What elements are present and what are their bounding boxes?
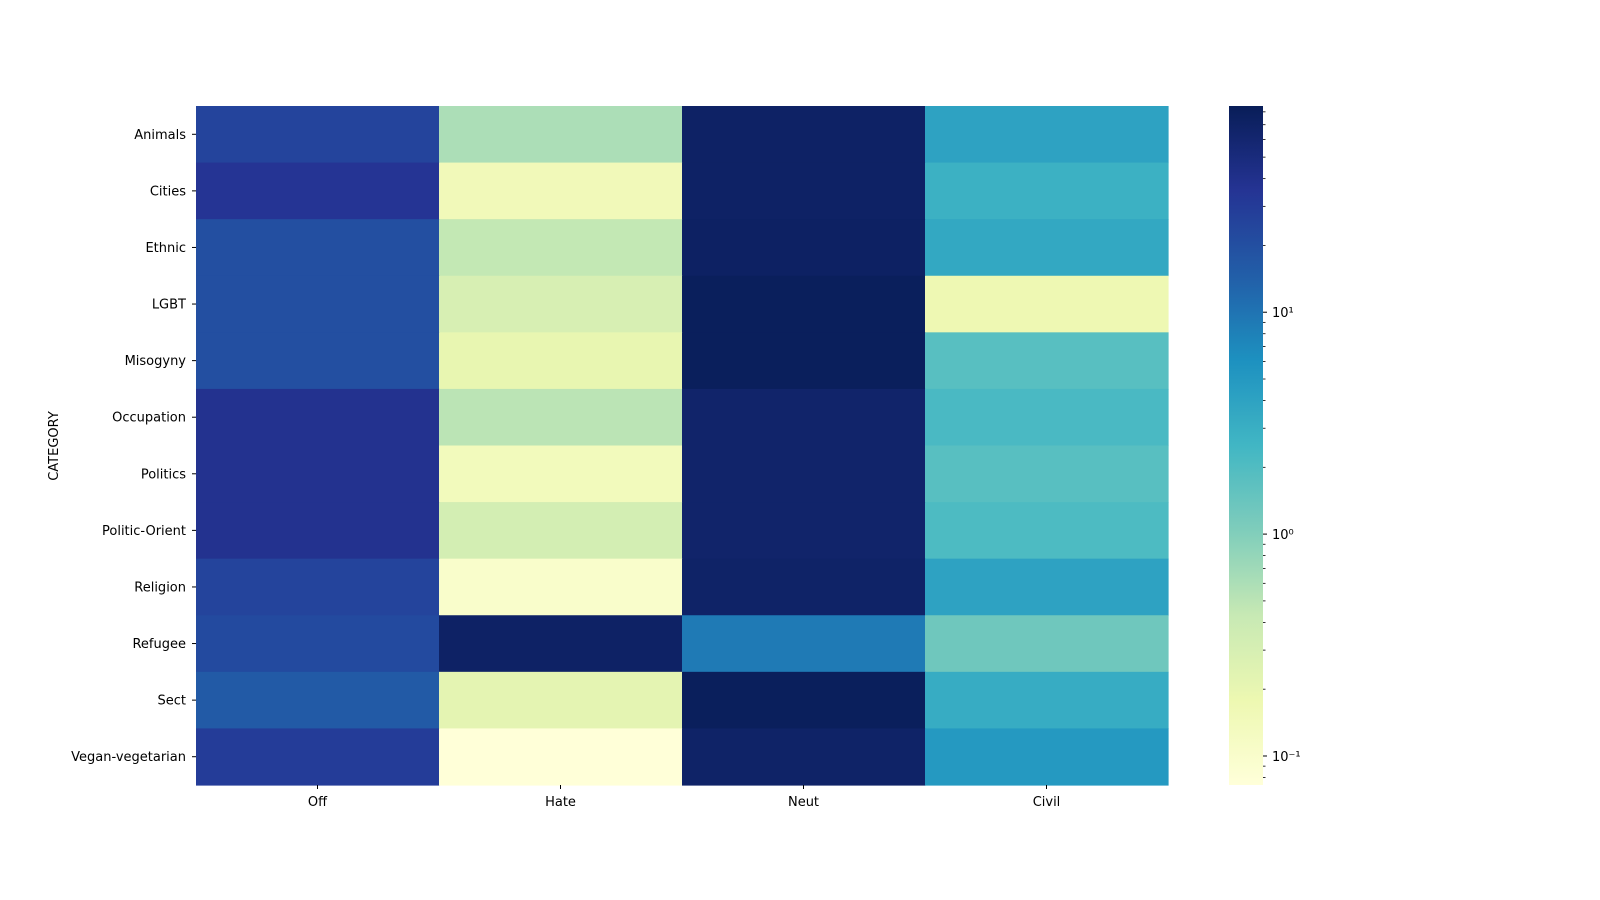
heatmap-cell-vegan-vegetarian-off [196,728,440,786]
heatmap-cell-religion-hate [439,558,683,616]
heatmap-cell-lgbt-off [196,275,440,333]
x-tick-label: Civil [1033,795,1061,810]
heatmap-cell-politic-orient-civil [925,502,1169,560]
heatmap-cell-politics-civil [925,445,1169,503]
heatmap-cell-vegan-vegetarian-hate [439,728,683,786]
heatmap-cell-politics-neut [682,445,926,503]
heatmap-cell-sect-hate [439,671,683,730]
y-axis-label: CATEGORY [47,411,62,481]
heatmap-cell-ethnic-civil [925,219,1169,277]
heatmap-cell-cities-off [196,162,440,220]
heatmap-cell-animals-hate [439,106,683,164]
heatmap-cell-cities-civil [925,162,1169,220]
x-tick-label: Off [308,795,328,810]
heatmap-cell-religion-civil [925,558,1169,616]
heatmap-cell-politics-hate [439,445,683,503]
heatmap-cell-vegan-vegetarian-neut [682,728,926,786]
heatmap-cell-lgbt-civil [925,275,1169,333]
y-tick-label: Politics [141,467,186,482]
heatmap-cell-animals-civil [925,106,1169,164]
heatmap-cell-misogyny-hate [439,332,683,390]
heatmap-cell-lgbt-hate [439,275,683,333]
x-axis-ticks: Off Hate Neut Civil [308,785,1060,810]
x-tick-label: Neut [788,795,819,810]
heatmap-cell-occupation-civil [925,388,1169,447]
heatmap-cell-ethnic-neut [682,219,926,277]
colorbar [1229,106,1263,785]
heatmap-cell-vegan-vegetarian-civil [925,728,1169,786]
heatmap-cell-politic-orient-off [196,502,440,560]
heatmap-cell-misogyny-neut [682,332,926,390]
heatmap-cell-sect-off [196,671,440,730]
heatmap-cells [196,106,1169,786]
heatmap-cell-politics-off [196,445,440,503]
heatmap-cell-sect-neut [682,671,926,730]
heatmap-cell-politic-orient-neut [682,502,926,560]
colorbar-tick-label: 10⁰ [1272,528,1294,543]
heatmap-cell-cities-neut [682,162,926,220]
y-tick-label: Politic-Orient [102,524,186,539]
heatmap-cell-refugee-neut [682,615,926,673]
y-tick-label: Refugee [132,637,186,652]
heatmap-cell-cities-hate [439,162,683,220]
x-tick-label: Hate [545,795,576,810]
heatmap-cell-refugee-hate [439,615,683,673]
heatmap-cell-misogyny-off [196,332,440,390]
heatmap-cell-ethnic-off [196,219,440,277]
y-tick-label: Occupation [112,411,186,426]
heatmap-cell-ethnic-hate [439,219,683,277]
heatmap-cell-animals-off [196,106,440,164]
y-tick-label: Misogyny [125,354,187,369]
heatmap-cell-misogyny-civil [925,332,1169,390]
y-tick-label: Sect [158,694,187,709]
heatmap-cell-religion-neut [682,558,926,616]
colorbar-tick-label: 10⁻¹ [1272,750,1301,765]
heatmap-cell-politic-orient-hate [439,502,683,560]
y-tick-label: Cities [150,184,186,199]
y-tick-label: Animals [134,128,186,143]
y-tick-label: LGBT [152,298,186,313]
heatmap-cell-religion-off [196,558,440,616]
heatmap-cell-refugee-civil [925,615,1169,673]
y-tick-label: Vegan-vegetarian [71,750,186,765]
heatmap-cell-lgbt-neut [682,275,926,333]
colorbar-tick-label: 10¹ [1272,306,1294,321]
heatmap-cell-refugee-off [196,615,440,673]
heatmap-cell-animals-neut [682,106,926,164]
y-tick-label: Religion [134,580,186,595]
heatmap-cell-occupation-neut [682,388,926,447]
y-axis-ticks: Animals Cities Ethnic LGBT Misogyny Occupatio… [71,128,196,765]
heatmap-cell-occupation-off [196,388,440,447]
heatmap-cell-sect-civil [925,671,1169,730]
colorbar-ticks: 10⁻¹ 10⁰ 10¹ [1263,111,1301,778]
y-tick-label: Ethnic [145,241,186,256]
heatmap-cell-occupation-hate [439,388,683,447]
